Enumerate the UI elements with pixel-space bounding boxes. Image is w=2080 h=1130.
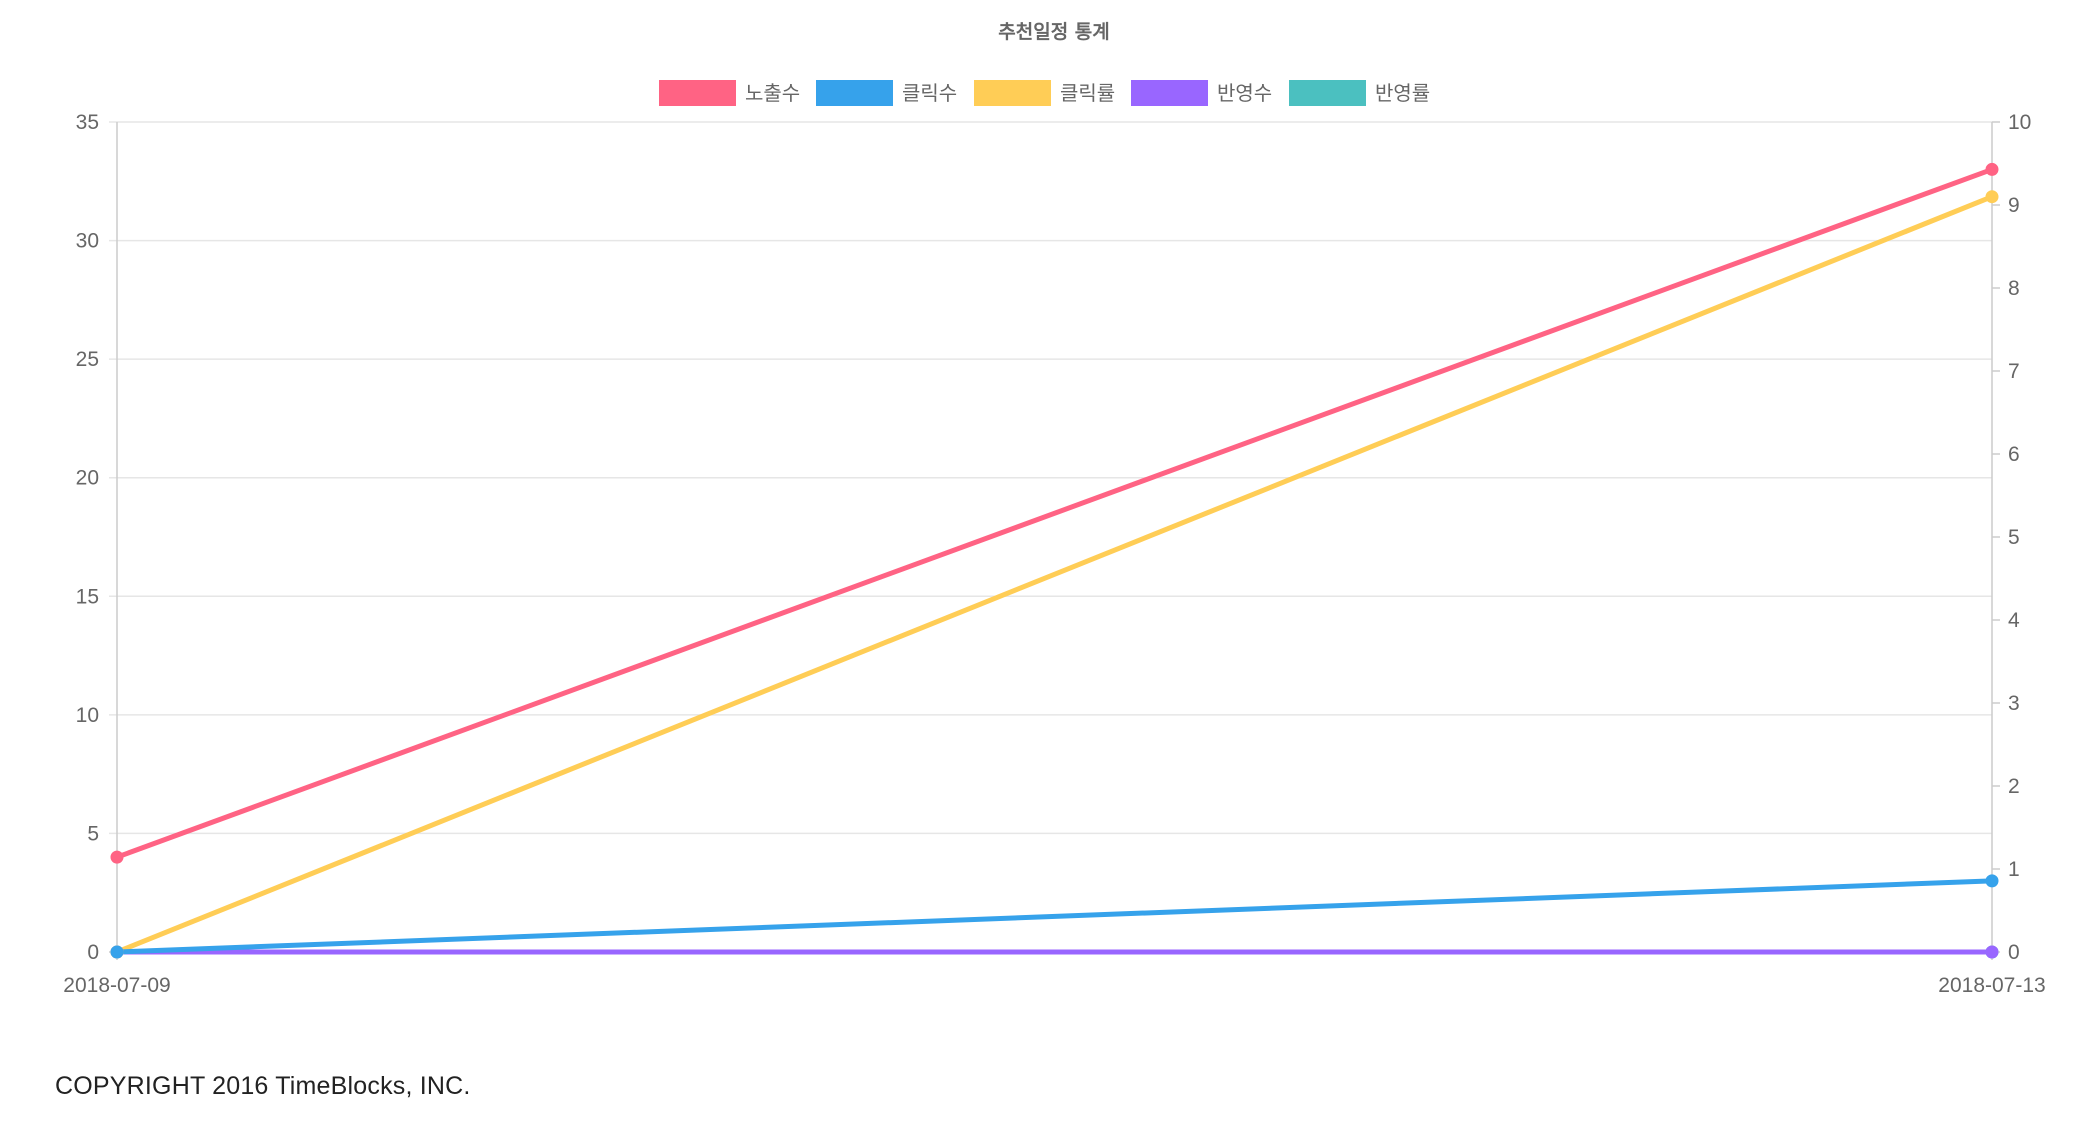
y-right-tick-label: 2 — [2008, 775, 2020, 798]
legend-swatch — [974, 80, 1051, 106]
y-left-tick-label: 30 — [76, 230, 99, 253]
chart-title: 추천일정 통계 — [998, 21, 1110, 43]
y-right-tick-label: 10 — [2008, 111, 2031, 134]
copyright-footer: COPYRIGHT 2016 TimeBlocks, INC. — [55, 1072, 471, 1100]
y-right-tick-label: 3 — [2008, 692, 2020, 715]
legend-item-2: 클릭수 — [816, 80, 957, 106]
legend-swatch — [659, 80, 736, 106]
legend-label: 반영률 — [1375, 81, 1430, 105]
series-line-3 — [116, 194, 1993, 955]
legend-label: 클릭수 — [902, 81, 957, 105]
y-left-tick-label: 5 — [87, 822, 99, 845]
legend-label: 반영수 — [1217, 81, 1272, 105]
y-right-tick-label: 1 — [2008, 858, 2020, 881]
legend-item-4: 반영수 — [1131, 80, 1272, 106]
y-left-tick-label: 10 — [76, 704, 99, 727]
legend-swatch — [1131, 80, 1208, 106]
y-left-tick-label: 0 — [87, 941, 99, 964]
y-left-tick-label: 35 — [76, 111, 99, 134]
data-point — [1985, 945, 1999, 959]
y-right-tick-label: 6 — [2008, 443, 2020, 466]
chart: 추천일정 통계 노출수 클릭수 클릭률 반영수 반영률 0 5 10 15 20 25 30 35 0 1 2 3… — [63, 21, 2045, 997]
y-right-tick-label: 8 — [2008, 277, 2020, 300]
legend-item-1: 노출수 — [659, 80, 800, 106]
legend-swatch — [1289, 80, 1366, 106]
y-left-tick-label: 25 — [76, 348, 99, 371]
legend-item-3: 클릭률 — [974, 80, 1115, 106]
y-right-tick-label: 4 — [2008, 609, 2020, 632]
y-right-tick-label: 9 — [2008, 194, 2020, 217]
series-line-2 — [116, 878, 1993, 955]
series-line-1 — [116, 167, 1993, 860]
y-right-tick-label: 0 — [2008, 941, 2020, 964]
data-point — [1985, 162, 1999, 176]
data-point — [1985, 874, 1999, 888]
legend-swatch — [816, 80, 893, 106]
y-right-tick-label: 5 — [2008, 526, 2020, 549]
data-point — [1985, 190, 1999, 204]
legend-label: 클릭률 — [1060, 81, 1115, 105]
x-tick-label: 2018-07-09 — [63, 974, 170, 997]
data-point — [110, 945, 124, 959]
x-tick-label: 2018-07-13 — [1938, 974, 2045, 997]
legend-item-5: 반영률 — [1289, 80, 1430, 106]
y-right-tick-label: 7 — [2008, 360, 2020, 383]
y-left-tick-label: 20 — [76, 467, 99, 490]
data-point — [110, 850, 124, 864]
legend-label: 노출수 — [745, 81, 800, 105]
y-left-tick-label: 15 — [76, 585, 99, 608]
